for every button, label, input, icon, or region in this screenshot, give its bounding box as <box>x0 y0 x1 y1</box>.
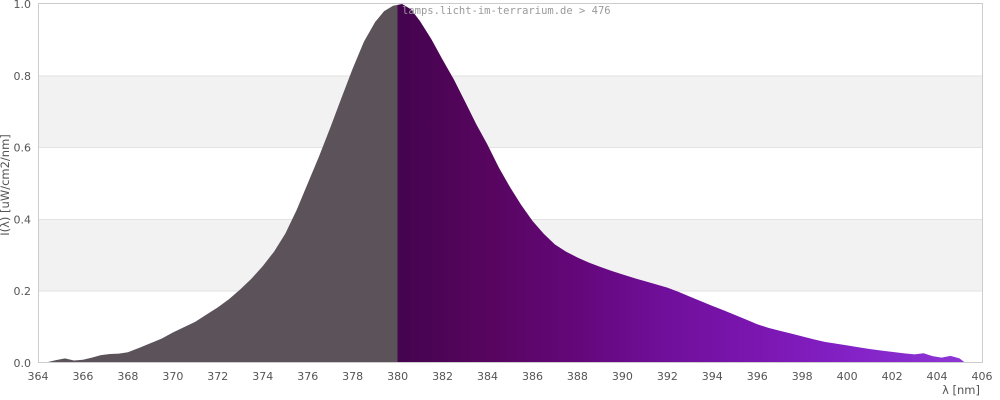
x-tick-label: 366 <box>72 370 93 383</box>
spectrum-area-fill <box>38 4 967 363</box>
x-tick-label: 386 <box>522 370 543 383</box>
y-tick-label: 0.2 <box>14 285 32 298</box>
x-tick-label: 398 <box>792 370 813 383</box>
x-tick-label: 378 <box>342 370 363 383</box>
x-tick-label: 384 <box>477 370 498 383</box>
x-tick-label: 400 <box>837 370 858 383</box>
x-tick-label: 380 <box>387 370 408 383</box>
x-axis-tick-labels: 364 366 368 370 372 374 376 378 380 382 384 386 388 3… <box>28 370 993 383</box>
y-axis-tick-labels: 1.0 0.8 0.6 0.4 0.2 0.0 <box>14 0 32 370</box>
y-tick-label: 0.0 <box>14 357 32 370</box>
y-axis-title: I(λ) [uW/cm2/nm] <box>0 134 12 236</box>
y-tick-label: 0.4 <box>14 213 32 226</box>
y-tick-label: 1.0 <box>14 0 32 11</box>
x-tick-label: 372 <box>207 370 228 383</box>
y-tick-label: 0.8 <box>14 70 32 83</box>
x-tick-label: 382 <box>432 370 453 383</box>
plot-border <box>38 3 983 363</box>
x-tick-label: 368 <box>117 370 138 383</box>
x-tick-label: 402 <box>882 370 903 383</box>
x-tick-label: 406 <box>972 370 993 383</box>
x-tick-label: 404 <box>927 370 948 383</box>
x-tick-label: 392 <box>657 370 678 383</box>
x-tick-label: 394 <box>702 370 723 383</box>
x-tick-label: 390 <box>612 370 633 383</box>
x-tick-label: 388 <box>567 370 588 383</box>
x-tick-label: 374 <box>252 370 273 383</box>
x-tick-label: 370 <box>162 370 183 383</box>
background-band <box>38 75 982 148</box>
x-tick-label: 364 <box>28 370 49 383</box>
x-tick-label: 396 <box>747 370 768 383</box>
x-tick-label: 376 <box>297 370 318 383</box>
x-axis-title: λ [nm] <box>942 383 980 397</box>
y-tick-label: 0.6 <box>14 142 32 155</box>
watermark: lamps.licht-im-terrarium.de > 476 <box>402 5 611 17</box>
